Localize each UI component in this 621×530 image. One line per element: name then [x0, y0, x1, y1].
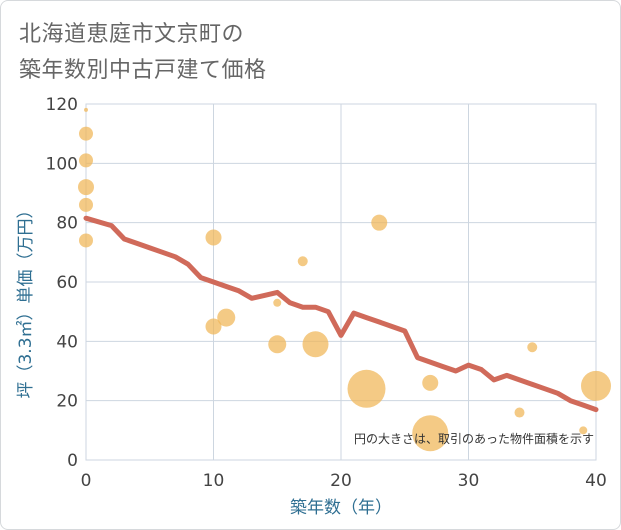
bubble-point [268, 335, 287, 354]
x-axis-title: 築年数（年） [290, 498, 392, 518]
bubble-point [297, 256, 308, 267]
bubble-point [347, 369, 386, 408]
x-tick-label: 20 [330, 471, 352, 491]
x-tick-label: 40 [585, 471, 607, 491]
x-tick-label: 0 [81, 471, 92, 491]
bubble-point [79, 153, 93, 168]
bubble-point [302, 331, 329, 358]
y-tick-label: 100 [46, 154, 78, 174]
bubble-point [79, 126, 93, 141]
bubble-point [78, 179, 94, 196]
y-tick-label: 60 [56, 273, 78, 293]
chart-title-line-2: 築年数別中古戸建て価格 [19, 58, 267, 83]
bubble-point [579, 426, 588, 435]
y-tick-label: 0 [67, 451, 78, 471]
bubble-point [422, 374, 439, 391]
bubble-point [217, 308, 236, 327]
chart-title: 北海道恵庭市文京町の 築年数別中古戸建て価格 [19, 17, 267, 89]
y-tick-label: 80 [56, 214, 78, 234]
y-tick-label: 20 [56, 392, 78, 412]
bubble-point [273, 298, 282, 307]
x-tick-label: 10 [203, 471, 225, 491]
chart-title-line-1: 北海道恵庭市文京町の [19, 22, 245, 47]
bubble-point [514, 407, 525, 418]
bubble-size-annotation: 円の大きさは、取引のあった物件面積を示す [354, 431, 594, 446]
y-tick-label: 40 [56, 332, 78, 352]
gridlines [85, 103, 597, 461]
bubble-point [527, 342, 538, 353]
bubble-point [84, 107, 88, 112]
x-tick-label: 30 [458, 471, 480, 491]
average-line-series [83, 215, 599, 413]
bubble-point [79, 197, 93, 212]
bubble-point [581, 370, 611, 401]
average-price-line [83, 215, 599, 413]
bubble-series [78, 107, 611, 452]
bubble-point [205, 229, 222, 246]
bubble-point [371, 214, 388, 231]
y-tick-label: 120 [46, 95, 78, 115]
bubble-point [79, 233, 93, 248]
bubble-point [412, 415, 449, 452]
y-axis-title: 坪（3.3㎡）単価（万円） [16, 201, 36, 398]
bubble-point [205, 318, 222, 335]
axis-ticks: 0 10 20 30 40 0 20 40 60 80 100 120 [46, 95, 607, 491]
